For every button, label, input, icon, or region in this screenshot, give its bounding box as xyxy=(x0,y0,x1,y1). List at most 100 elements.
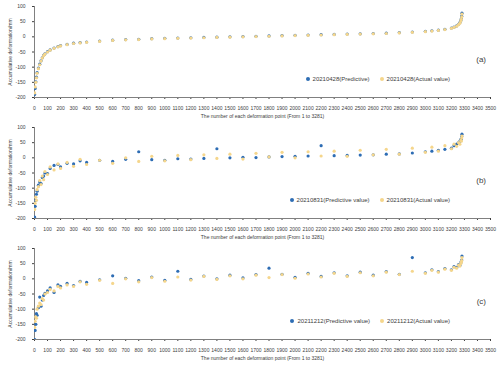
svg-text:-200: -200 xyxy=(15,215,25,221)
svg-text:2000: 2000 xyxy=(290,105,301,111)
svg-text:Accumulative deformation/mm: Accumulative deformation/mm xyxy=(7,260,13,327)
svg-text:-200: -200 xyxy=(15,94,25,100)
svg-text:2700: 2700 xyxy=(381,347,392,353)
svg-text:-50: -50 xyxy=(18,170,25,176)
svg-text:1700: 1700 xyxy=(250,226,261,232)
svg-text:50: 50 xyxy=(20,139,26,145)
svg-text:1900: 1900 xyxy=(276,347,287,353)
svg-text:2100: 2100 xyxy=(303,226,314,232)
svg-text:2800: 2800 xyxy=(394,105,405,111)
svg-text:3000: 3000 xyxy=(420,105,431,111)
svg-text:1400: 1400 xyxy=(211,226,222,232)
svg-text:3200: 3200 xyxy=(446,226,457,232)
svg-text:3100: 3100 xyxy=(433,347,444,353)
svg-text:1700: 1700 xyxy=(250,347,261,353)
svg-text:2900: 2900 xyxy=(407,347,418,353)
svg-text:100: 100 xyxy=(17,124,26,130)
svg-text:2600: 2600 xyxy=(368,347,379,353)
svg-text:200: 200 xyxy=(56,347,65,353)
svg-text:3500: 3500 xyxy=(485,105,496,111)
svg-text:The number of each deformation: The number of each deformation point (Fr… xyxy=(201,355,325,361)
svg-text:700: 700 xyxy=(122,226,131,232)
svg-text:The number of each deformation: The number of each deformation point (Fr… xyxy=(201,234,325,240)
svg-text:1800: 1800 xyxy=(263,347,274,353)
svg-text:1400: 1400 xyxy=(211,347,222,353)
svg-text:1500: 1500 xyxy=(224,226,235,232)
svg-text:0: 0 xyxy=(23,33,26,39)
svg-text:500: 500 xyxy=(95,105,104,111)
svg-text:1500: 1500 xyxy=(224,347,235,353)
svg-text:-100: -100 xyxy=(15,64,25,70)
svg-text:2300: 2300 xyxy=(329,226,340,232)
svg-text:1000: 1000 xyxy=(159,226,170,232)
svg-text:0: 0 xyxy=(33,226,36,232)
svg-text:50: 50 xyxy=(20,260,26,266)
svg-text:1400: 1400 xyxy=(211,105,222,111)
svg-text:1100: 1100 xyxy=(172,347,183,353)
svg-text:2100: 2100 xyxy=(303,105,314,111)
svg-text:1600: 1600 xyxy=(237,105,248,111)
svg-text:600: 600 xyxy=(108,226,117,232)
svg-text:300: 300 xyxy=(69,226,78,232)
svg-text:2300: 2300 xyxy=(329,347,340,353)
svg-text:2500: 2500 xyxy=(355,226,366,232)
svg-text:100: 100 xyxy=(43,226,52,232)
svg-text:-200: -200 xyxy=(15,336,25,342)
svg-text:800: 800 xyxy=(135,347,144,353)
svg-text:1600: 1600 xyxy=(237,226,248,232)
svg-text:2300: 2300 xyxy=(329,105,340,111)
svg-text:2600: 2600 xyxy=(368,105,379,111)
svg-text:The number of each deformation: The number of each deformation point (Fr… xyxy=(201,113,325,119)
svg-text:3000: 3000 xyxy=(420,347,431,353)
svg-text:2700: 2700 xyxy=(381,105,392,111)
svg-text:2200: 2200 xyxy=(316,105,327,111)
svg-text:3400: 3400 xyxy=(472,226,483,232)
svg-text:500: 500 xyxy=(95,347,104,353)
svg-text:Accumulative deformation/mm: Accumulative deformation/mm xyxy=(7,139,13,206)
svg-text:3500: 3500 xyxy=(485,226,496,232)
svg-text:700: 700 xyxy=(122,105,131,111)
svg-text:2800: 2800 xyxy=(394,347,405,353)
svg-text:2500: 2500 xyxy=(355,347,366,353)
svg-text:3400: 3400 xyxy=(472,105,483,111)
svg-text:1000: 1000 xyxy=(159,105,170,111)
svg-text:600: 600 xyxy=(108,105,117,111)
svg-text:2500: 2500 xyxy=(355,105,366,111)
svg-text:600: 600 xyxy=(108,347,117,353)
svg-text:0: 0 xyxy=(23,154,26,160)
svg-text:3200: 3200 xyxy=(446,105,457,111)
svg-text:1100: 1100 xyxy=(172,105,183,111)
svg-text:1000: 1000 xyxy=(159,347,170,353)
svg-text:300: 300 xyxy=(69,105,78,111)
svg-text:-100: -100 xyxy=(15,306,25,312)
svg-text:1500: 1500 xyxy=(224,105,235,111)
svg-text:-150: -150 xyxy=(15,200,25,206)
svg-text:100: 100 xyxy=(17,3,26,9)
svg-text:3300: 3300 xyxy=(459,105,470,111)
svg-text:800: 800 xyxy=(135,105,144,111)
svg-text:900: 900 xyxy=(148,105,157,111)
svg-text:100: 100 xyxy=(43,347,52,353)
svg-text:1100: 1100 xyxy=(172,226,183,232)
svg-text:200: 200 xyxy=(56,226,65,232)
svg-text:3300: 3300 xyxy=(459,347,470,353)
svg-text:50: 50 xyxy=(20,18,26,24)
svg-text:1600: 1600 xyxy=(237,347,248,353)
svg-text:2800: 2800 xyxy=(394,226,405,232)
svg-text:3000: 3000 xyxy=(420,226,431,232)
svg-text:900: 900 xyxy=(148,226,157,232)
svg-text:500: 500 xyxy=(95,226,104,232)
svg-text:300: 300 xyxy=(69,347,78,353)
svg-text:Accumulative deformation/mm: Accumulative deformation/mm xyxy=(7,18,13,85)
svg-text:1900: 1900 xyxy=(276,105,287,111)
svg-text:200: 200 xyxy=(56,105,65,111)
svg-text:1900: 1900 xyxy=(276,226,287,232)
svg-text:700: 700 xyxy=(122,347,131,353)
svg-text:0: 0 xyxy=(23,275,26,281)
svg-text:-50: -50 xyxy=(18,291,25,297)
svg-text:2400: 2400 xyxy=(342,347,353,353)
svg-text:2400: 2400 xyxy=(342,226,353,232)
svg-text:400: 400 xyxy=(82,226,91,232)
svg-text:0: 0 xyxy=(33,347,36,353)
svg-text:1200: 1200 xyxy=(185,226,196,232)
